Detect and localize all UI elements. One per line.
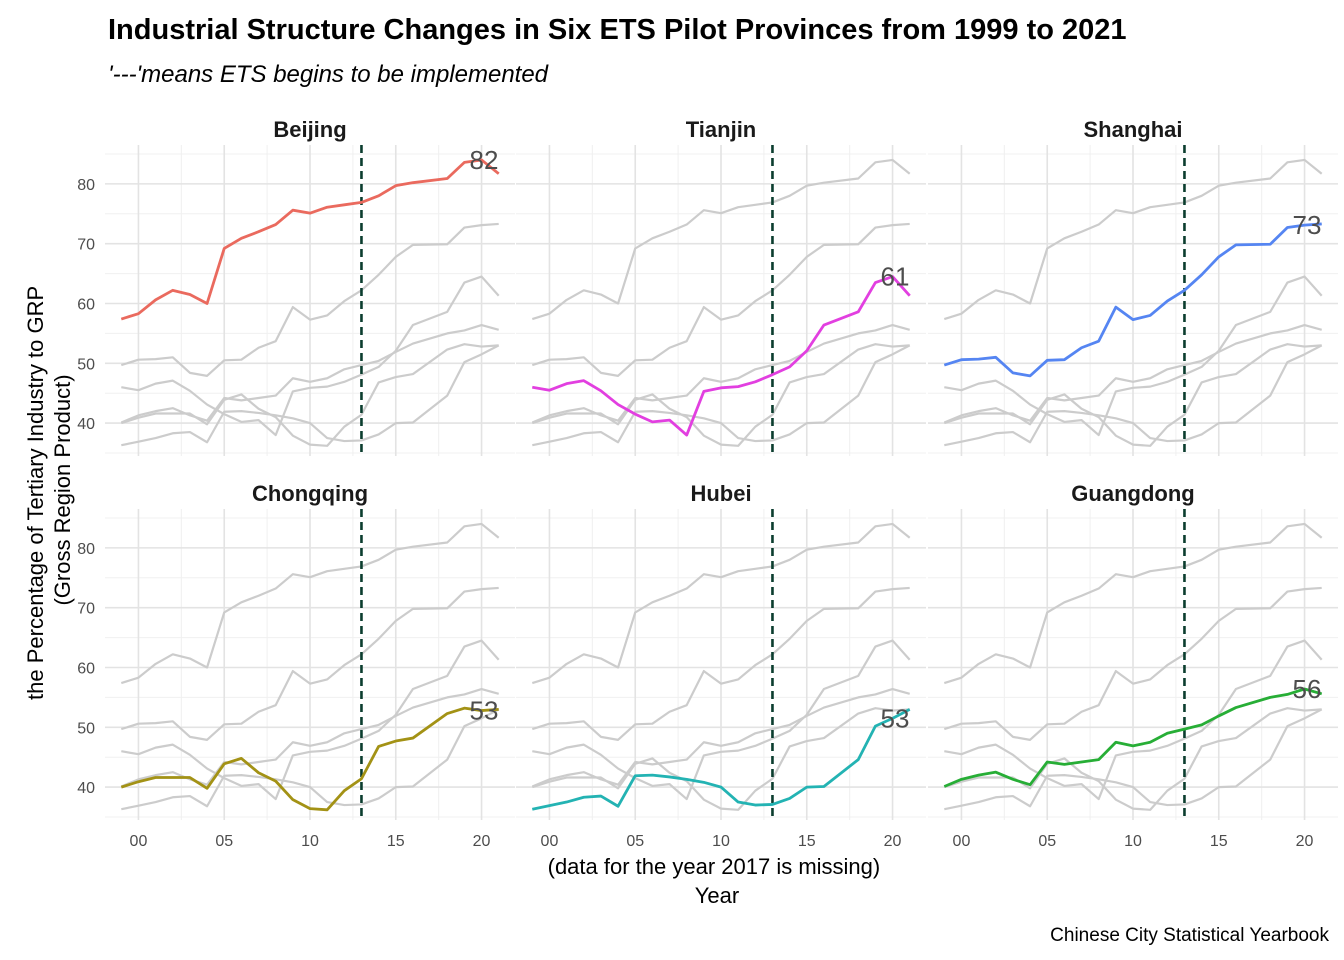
y-tick-label: 60	[77, 296, 95, 313]
background-series-line	[944, 708, 1323, 811]
x-axis-label: (data for the year 2017 is missing) Year	[548, 854, 887, 908]
end-value-label: 56	[1293, 674, 1322, 704]
y-tick-label: 50	[77, 720, 95, 737]
series-line-tianjin	[532, 275, 911, 437]
background-series-line	[531, 586, 910, 741]
background-series-line	[531, 343, 910, 447]
background-series-line	[531, 707, 910, 811]
series-line-shanghai	[943, 222, 1322, 378]
background-series-line	[121, 639, 500, 801]
background-series-line	[944, 275, 1323, 437]
end-value-label: 82	[470, 145, 499, 175]
y-tick-label: 70	[77, 601, 95, 618]
background-series-line	[120, 323, 499, 424]
facet-title: Shanghai	[1083, 117, 1182, 142]
x-tick-label: 20	[884, 833, 902, 850]
x-tick-label: 10	[1124, 833, 1142, 850]
background-series-line	[120, 586, 499, 741]
background-series-line	[531, 687, 910, 788]
background-series-line	[943, 707, 1322, 811]
x-tick-label: 00	[130, 833, 148, 850]
facet-title: Tianjin	[686, 117, 757, 142]
facet-title: Guangdong	[1071, 481, 1194, 506]
facet-beijing: Beijing 40 50 60 70 80 82	[77, 117, 515, 456]
background-series-line	[531, 323, 910, 424]
series-line-beijing	[120, 158, 500, 321]
background-series-line	[531, 158, 911, 321]
y-axis-label-line-1: the Percentage of Tertiary Industry to G…	[23, 286, 48, 700]
y-tick-label: 70	[77, 237, 95, 254]
facet-title: Chongqing	[252, 481, 368, 506]
y-tick-label: 80	[77, 541, 95, 558]
end-value-label: 73	[1293, 210, 1322, 240]
y-tick-label: 50	[77, 356, 95, 373]
series-line-guangdong	[943, 687, 1323, 788]
background-series-line	[943, 323, 1322, 424]
y-tick-label: 80	[77, 177, 95, 194]
x-tick-label: 05	[215, 833, 233, 850]
facet-guangdong: Guangdong 00 05 10 15 20 56	[928, 481, 1338, 850]
end-value-label: 53	[881, 703, 910, 733]
background-series-line	[531, 522, 911, 685]
x-tick-label: 05	[626, 833, 644, 850]
background-series-line	[944, 344, 1323, 447]
chart-title: Industrial Structure Changes in Six ETS …	[108, 14, 1127, 46]
facet-title: Hubei	[690, 481, 751, 506]
y-axis-label-line-2: (Gross Region Product)	[50, 374, 75, 605]
x-tick-label: 10	[301, 833, 319, 850]
background-series-line	[121, 708, 500, 811]
facet-hubei: Hubei 00 05 10 15 20 53	[516, 481, 926, 850]
x-tick-label: 05	[1038, 833, 1056, 850]
background-series-line	[943, 343, 1322, 447]
x-tick-label: 15	[1210, 833, 1228, 850]
x-tick-label: 20	[1296, 833, 1314, 850]
background-series-line	[120, 222, 499, 377]
facet-panels: Beijing 40 50 60 70 80 82 Tianjin 61 Shanghai 73 Ch…	[77, 117, 1338, 850]
facet-title: Beijing	[273, 117, 346, 142]
chart-caption: Chinese City Statistical Yearbook	[1050, 925, 1329, 946]
end-value-label: 53	[470, 696, 499, 726]
end-value-label: 61	[881, 262, 910, 292]
y-axis-label: the Percentage of Tertiary Industry to G…	[23, 280, 75, 700]
background-series-line	[944, 639, 1323, 801]
background-series-line	[120, 343, 499, 447]
background-series-line	[943, 522, 1323, 685]
background-series-line	[532, 344, 911, 447]
x-tick-label: 00	[541, 833, 559, 850]
facet-tianjin: Tianjin 61	[516, 117, 926, 456]
x-axis-label-line-2: Year	[695, 883, 739, 908]
background-series-line	[531, 222, 910, 377]
series-line-chongqing	[120, 706, 499, 812]
background-series-line	[121, 275, 500, 437]
x-tick-label: 15	[387, 833, 405, 850]
x-tick-label: 15	[798, 833, 816, 850]
facet-shanghai: Shanghai 73	[928, 117, 1338, 456]
x-tick-label: 10	[712, 833, 730, 850]
background-series-line	[943, 586, 1322, 741]
x-axis-label-line-1: (data for the year 2017 is missing)	[548, 854, 881, 879]
series-line-hubei	[532, 708, 911, 811]
x-tick-label: 00	[953, 833, 971, 850]
background-series-line	[532, 639, 911, 801]
background-series-line	[120, 687, 499, 788]
y-tick-label: 60	[77, 660, 95, 677]
x-tick-label: 20	[473, 833, 491, 850]
y-tick-label: 40	[77, 416, 95, 433]
background-series-line	[120, 522, 500, 685]
facet-chongqing: Chongqing 40 50 60 70 80 00 05 10 15 20 53	[77, 481, 515, 850]
chart-subtitle: '---'means ETS begins to be implemented	[108, 61, 549, 88]
background-series-line	[943, 158, 1323, 321]
background-series-line	[121, 344, 500, 447]
y-tick-label: 40	[77, 780, 95, 797]
